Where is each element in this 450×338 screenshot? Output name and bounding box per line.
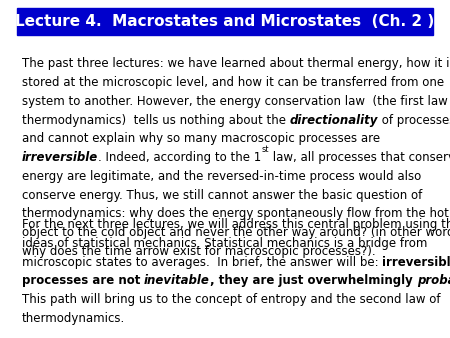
- Text: thermodynamics)  tells us nothing about the: thermodynamics) tells us nothing about t…: [22, 114, 289, 127]
- Text: why does the time arrow exist for macroscopic processes?).: why does the time arrow exist for macros…: [22, 245, 375, 258]
- Text: energy are legitimate, and the reversed-in-time process would also: energy are legitimate, and the reversed-…: [22, 170, 421, 183]
- Text: directionality: directionality: [289, 114, 378, 127]
- Text: thermodynamics.: thermodynamics.: [22, 312, 125, 325]
- Text: probable.: probable.: [417, 274, 450, 287]
- Text: , they are just overwhelmingly: , they are just overwhelmingly: [210, 274, 417, 287]
- Text: The past three lectures: we have learned about thermal energy, how it is: The past three lectures: we have learned…: [22, 57, 450, 70]
- Text: irreversible: irreversible: [22, 151, 98, 164]
- Text: stored at the microscopic level, and how it can be transferred from one: stored at the microscopic level, and how…: [22, 76, 444, 89]
- Text: For the next three lectures, we will address this central problem using the: For the next three lectures, we will add…: [22, 218, 450, 231]
- Text: inevitable: inevitable: [144, 274, 210, 287]
- Text: ideas of statistical mechanics. Statistical mechanics is a bridge from: ideas of statistical mechanics. Statisti…: [22, 237, 427, 250]
- Text: . Indeed, according to the 1: . Indeed, according to the 1: [98, 151, 261, 164]
- Text: law, all processes that conserve: law, all processes that conserve: [269, 151, 450, 164]
- Text: of processes: of processes: [378, 114, 450, 127]
- Text: object to the cold object and never the other way around? (in other words,: object to the cold object and never the …: [22, 226, 450, 239]
- Text: system to another. However, the energy conservation law  (the first law of: system to another. However, the energy c…: [22, 95, 450, 108]
- Text: st: st: [261, 145, 269, 154]
- Text: Lecture 4.  Macrostates and Microstates  (Ch. 2 ): Lecture 4. Macrostates and Microstates (…: [15, 15, 435, 29]
- Text: irreversible: irreversible: [382, 256, 450, 268]
- Text: microscopic states to averages.  In brief, the answer will be:: microscopic states to averages. In brief…: [22, 256, 382, 268]
- Text: This path will bring us to the concept of entropy and the second law of: This path will bring us to the concept o…: [22, 293, 440, 306]
- Text: and cannot explain why so many macroscopic processes are: and cannot explain why so many macroscop…: [22, 132, 380, 145]
- Text: thermodynamics: why does the energy spontaneously flow from the hot: thermodynamics: why does the energy spon…: [22, 208, 449, 220]
- FancyBboxPatch shape: [17, 8, 433, 35]
- Text: processes are not: processes are not: [22, 274, 144, 287]
- Text: conserve energy. Thus, we still cannot answer the basic question of: conserve energy. Thus, we still cannot a…: [22, 189, 422, 202]
